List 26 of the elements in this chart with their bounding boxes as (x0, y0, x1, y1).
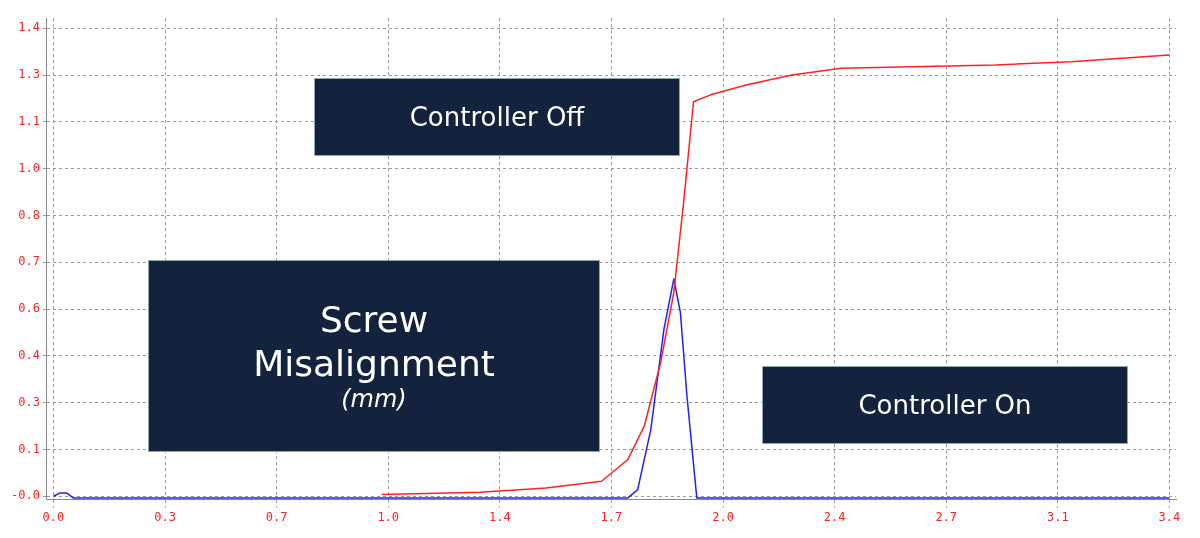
x-tick-label: 2.0 (712, 509, 734, 524)
text-panel: Controller On (762, 366, 1128, 444)
text-panel: Screw Misalignment (mm) (148, 260, 600, 452)
y-tick-label: 0.8 (18, 207, 40, 222)
y-tick-label: 1.0 (18, 160, 40, 175)
x-tick-label: 1.7 (600, 509, 623, 524)
x-tick-label: 0.0 (42, 509, 65, 524)
y-tick-label: 1.3 (18, 67, 40, 82)
y-axis-title: Screw Misalignment (mm) (252, 298, 496, 414)
x-tick-label: 1.0 (377, 509, 400, 524)
y-tick-label: 1.1 (18, 113, 40, 128)
y-tick-label: -0.0 (10, 488, 40, 503)
y-tick-label: 0.7 (18, 254, 40, 269)
x-tick-label: 1.4 (489, 509, 511, 524)
x-tick-label: 0.7 (265, 509, 288, 524)
y-tick-label: 0.4 (18, 347, 40, 362)
y-tick-label: 0.6 (18, 301, 40, 316)
x-tick-label: 2.7 (935, 509, 958, 524)
x-tick-label: 3.4 (1158, 509, 1181, 524)
text-panel: Controller Off (314, 78, 680, 156)
x-tick-label: 3.1 (1046, 509, 1069, 524)
y-tick-label: 1.4 (18, 20, 40, 35)
x-tick-label: 0.3 (154, 509, 176, 524)
y-tick-label: 0.3 (18, 394, 40, 409)
y-tick-label: 0.1 (18, 441, 40, 456)
x-tick-label: 2.4 (823, 509, 846, 524)
